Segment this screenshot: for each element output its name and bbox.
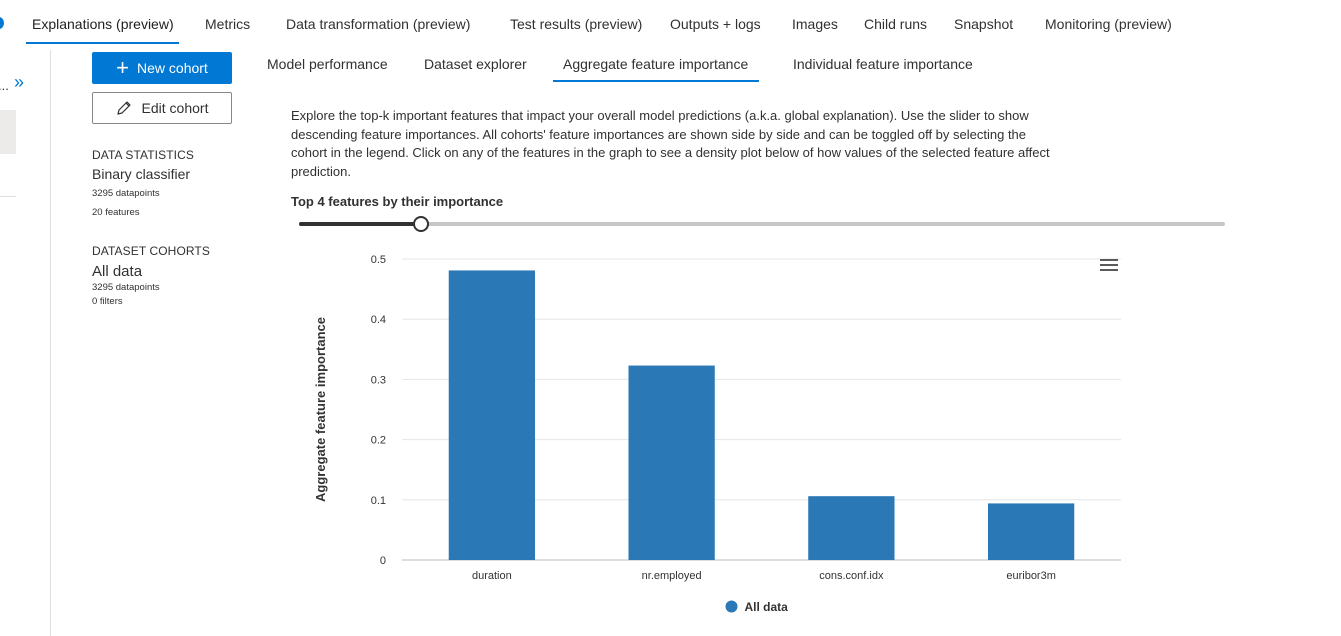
legend-item-all-data[interactable]: All data bbox=[725, 600, 789, 614]
tab-dataset-explorer[interactable]: Dataset explorer bbox=[424, 56, 527, 72]
app-indicator-icon bbox=[0, 17, 4, 29]
cohort-filters: 0 filters bbox=[92, 296, 123, 307]
slider-fill bbox=[299, 222, 421, 226]
tab-data-transformation[interactable]: Data transformation (preview) bbox=[286, 16, 471, 32]
tab-model-performance[interactable]: Model performance bbox=[267, 56, 388, 72]
plus-icon: + bbox=[116, 55, 130, 80]
y-tick-label: 0.5 bbox=[371, 254, 386, 266]
tab-images[interactable]: Images bbox=[792, 16, 838, 32]
legend-marker bbox=[725, 600, 738, 613]
model-type: Binary classifier bbox=[92, 166, 191, 182]
tab-metrics[interactable]: Metrics bbox=[205, 16, 251, 32]
pencil-icon bbox=[116, 101, 131, 115]
dataset-cohorts-heading: DATASET COHORTS bbox=[92, 244, 210, 258]
y-tick-label: 0 bbox=[380, 555, 386, 567]
rail-selected-item[interactable] bbox=[0, 110, 16, 154]
active-subtab-indicator bbox=[553, 80, 759, 82]
y-tick-label: 0.1 bbox=[371, 495, 386, 507]
y-tick-label: 0.4 bbox=[371, 314, 386, 326]
x-tick-label: euribor3m bbox=[1006, 570, 1056, 582]
hamburger-menu-icon[interactable] bbox=[1100, 259, 1118, 275]
y-tick-label: 0.2 bbox=[371, 435, 386, 447]
features-count: 20 features bbox=[92, 207, 140, 218]
tab-explanations[interactable]: Explanations (preview) bbox=[32, 16, 174, 32]
slider-label: Top 4 features by their importance bbox=[291, 194, 504, 209]
x-tick-label: duration bbox=[472, 570, 512, 582]
expand-chevron-icon[interactable]: » bbox=[14, 72, 24, 92]
tab-individual-feature-importance[interactable]: Individual feature importance bbox=[793, 56, 973, 72]
tab-child-runs[interactable]: Child runs bbox=[864, 16, 928, 32]
panel-divider bbox=[50, 50, 51, 636]
active-tab-indicator bbox=[26, 42, 179, 44]
rail-ellipsis: ... bbox=[0, 78, 9, 93]
data-statistics-heading: DATA STATISTICS bbox=[92, 148, 194, 162]
slider-thumb[interactable] bbox=[413, 216, 429, 232]
x-tick-label: nr.employed bbox=[642, 570, 702, 582]
new-cohort-label: New cohort bbox=[137, 60, 208, 76]
feature-importance-chart: 0 0.1 0.2 0.3 0.4 0.5 Aggregate feature import… bbox=[313, 254, 1121, 614]
y-axis-label: Aggregate feature importance bbox=[313, 317, 328, 502]
bar-euribor3m[interactable] bbox=[987, 503, 1075, 560]
explanation-description: Explore the top-k important features tha… bbox=[291, 108, 1050, 179]
tab-monitoring[interactable]: Monitoring (preview) bbox=[1045, 16, 1172, 32]
bar-duration[interactable] bbox=[448, 270, 536, 560]
rail-divider bbox=[0, 196, 16, 197]
new-cohort-button[interactable]: + New cohort bbox=[92, 52, 232, 84]
top-tab-bar: Explanations (preview) Metrics Data tran… bbox=[0, 0, 1341, 48]
edit-cohort-button[interactable]: Edit cohort bbox=[92, 92, 232, 124]
tab-outputs-logs[interactable]: Outputs + logs bbox=[670, 16, 761, 32]
legend-label: All data bbox=[745, 600, 789, 614]
cohort-datapoints: 3295 datapoints bbox=[92, 282, 160, 293]
tab-test-results[interactable]: Test results (preview) bbox=[510, 16, 643, 32]
top-k-slider[interactable] bbox=[299, 216, 1225, 232]
y-tick-label: 0.3 bbox=[371, 374, 386, 386]
datapoints-count: 3295 datapoints bbox=[92, 188, 160, 199]
x-tick-label: cons.conf.idx bbox=[819, 570, 884, 582]
tab-snapshot[interactable]: Snapshot bbox=[954, 16, 1014, 32]
bar-nr-employed[interactable] bbox=[628, 365, 715, 560]
tab-aggregate-feature-importance[interactable]: Aggregate feature importance bbox=[563, 56, 749, 72]
edit-cohort-label: Edit cohort bbox=[141, 100, 209, 116]
bar-cons-conf-idx[interactable] bbox=[808, 496, 895, 560]
cohort-name: All data bbox=[92, 263, 143, 280]
